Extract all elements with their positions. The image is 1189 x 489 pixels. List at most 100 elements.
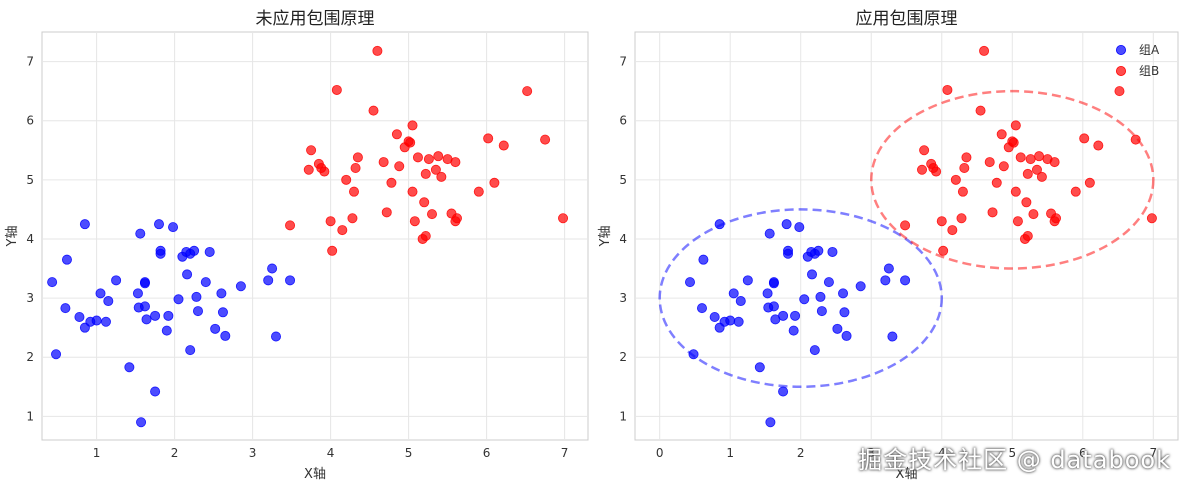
x-tick-label: 1	[93, 446, 101, 460]
data-point	[473, 186, 484, 197]
data-point	[1022, 168, 1033, 179]
data-point	[331, 84, 342, 95]
data-point	[887, 331, 898, 342]
data-point	[378, 157, 389, 168]
plot-area	[41, 31, 589, 441]
data-point	[540, 134, 551, 145]
data-point	[725, 315, 736, 326]
x-tick-label: 3	[867, 446, 875, 460]
data-point	[1093, 140, 1104, 151]
legend: 组A 组B	[1116, 43, 1160, 78]
data-point	[900, 275, 911, 286]
data-point	[1015, 152, 1026, 163]
data-point	[841, 330, 852, 341]
data-point	[522, 86, 533, 97]
data-point	[368, 105, 379, 116]
data-point	[938, 245, 949, 256]
data-point	[1051, 213, 1062, 224]
x-tick-label: 3	[249, 446, 257, 460]
data-point	[100, 316, 111, 327]
series-group-b	[285, 45, 569, 256]
data-point	[685, 277, 696, 288]
data-point	[783, 248, 794, 259]
y-axis-label: Y轴	[598, 226, 613, 248]
chart-title: 应用包围原理	[856, 9, 958, 29]
panel-2: 0 1 2 3 4 5 6 7 1 2 3 4 5 6 7 应用包围原理 X轴 Y轴 组A 组B	[598, 9, 1179, 482]
data-point	[350, 162, 361, 173]
data-point	[1022, 230, 1033, 241]
data-point	[799, 294, 810, 305]
data-point	[987, 207, 998, 218]
data-point	[742, 275, 753, 286]
data-point	[984, 157, 995, 168]
data-point	[838, 288, 849, 299]
data-point	[47, 277, 58, 288]
data-point	[139, 301, 150, 312]
y-tick-label: 4	[26, 232, 34, 246]
data-point	[325, 216, 336, 227]
data-point	[285, 275, 296, 286]
data-point	[217, 307, 228, 318]
y-tick-label: 5	[26, 173, 34, 187]
y-tick-label: 4	[619, 232, 627, 246]
data-point	[192, 306, 203, 317]
data-point	[139, 278, 150, 289]
legend-marker	[1116, 66, 1127, 77]
data-point	[996, 129, 1007, 140]
data-point	[409, 216, 420, 227]
data-point	[816, 306, 827, 317]
data-point	[733, 316, 744, 327]
data-point	[1049, 157, 1060, 168]
panel-1: 1 2 3 4 5 6 7 1 2 3 4 5 6 7 未应用包围原理 X轴 Y轴	[5, 9, 589, 482]
data-point	[489, 177, 500, 188]
y-tick-label: 2	[619, 350, 627, 364]
data-point	[1114, 86, 1125, 97]
data-point	[764, 228, 775, 239]
x-tick-label: 0	[656, 446, 664, 460]
grid	[42, 32, 588, 440]
data-point	[405, 137, 416, 148]
data-point	[936, 216, 947, 227]
data-point	[781, 219, 792, 230]
data-point	[136, 417, 147, 428]
data-point	[754, 362, 765, 373]
data-point	[168, 222, 179, 233]
y-tick-label: 1	[619, 409, 627, 423]
data-point	[204, 246, 215, 257]
data-point	[394, 161, 405, 172]
data-point	[762, 288, 773, 299]
data-point	[813, 245, 824, 256]
x-tick-label: 4	[327, 446, 335, 460]
data-point	[153, 219, 164, 230]
data-point	[381, 207, 392, 218]
y-tick-label: 1	[26, 409, 34, 423]
data-point	[210, 323, 221, 334]
data-point	[823, 277, 834, 288]
marks	[658, 45, 1157, 428]
y-tick-label: 6	[619, 114, 627, 128]
y-tick-label: 3	[619, 291, 627, 305]
data-point	[450, 157, 461, 168]
x-axis-label: X轴	[304, 467, 326, 482]
data-point	[111, 275, 122, 286]
data-point	[341, 174, 352, 185]
data-point	[1008, 137, 1019, 148]
data-point	[880, 275, 891, 286]
data-point	[141, 314, 152, 325]
data-point	[1146, 213, 1157, 224]
data-point	[979, 45, 990, 56]
data-point	[61, 254, 72, 265]
data-point	[263, 275, 274, 286]
data-point	[189, 245, 200, 256]
data-point	[839, 307, 850, 318]
chart-title: 未应用包围原理	[256, 9, 375, 29]
data-point	[419, 197, 430, 208]
data-point	[74, 312, 85, 323]
data-point	[235, 281, 246, 292]
data-point	[959, 162, 970, 173]
data-point	[420, 230, 431, 241]
data-point	[60, 303, 71, 314]
data-point	[420, 168, 431, 179]
data-point	[348, 186, 359, 197]
data-point	[998, 161, 1009, 172]
